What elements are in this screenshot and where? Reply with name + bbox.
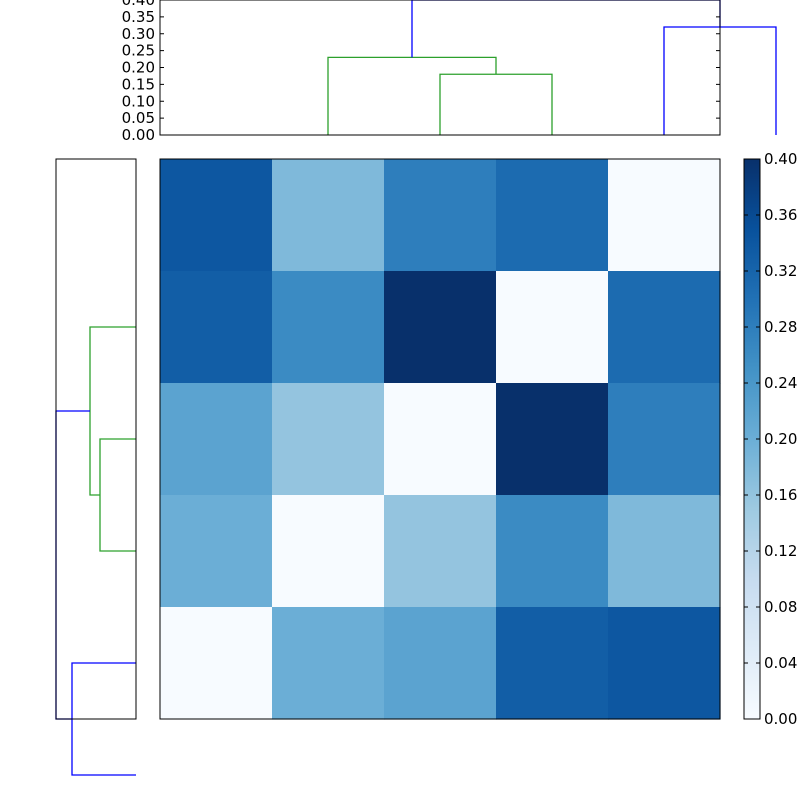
- left-dendrogram-links: [55, 326, 136, 776]
- heatmap-cell-r1-c2: [384, 271, 497, 384]
- top-dendrogram-link-1: [327, 56, 497, 135]
- heatmap: [159, 158, 721, 720]
- top-dendrogram-ytick-label: 0.40: [122, 0, 155, 9]
- heatmap-cell-r0-c4: [608, 159, 721, 272]
- heatmap-cell-r0-c0: [160, 159, 273, 272]
- top-dendrogram-ytick-label: 0.10: [122, 92, 155, 110]
- colorbar-tick-label: 0.16: [764, 486, 797, 504]
- top-dendrogram-ytick-label: 0.25: [122, 42, 155, 60]
- colorbar-ticks: 0.00 0.04 0.08 0.12 0.16 0.20 0.24 0.28 0.32 0.36…: [744, 150, 797, 728]
- heatmap-cell-r0-c3: [496, 159, 609, 272]
- colorbar-tick-label: 0.32: [764, 262, 797, 280]
- heatmap-cell-r3-c2: [384, 495, 497, 608]
- top-dendrogram-ytick-label: 0.15: [122, 75, 155, 93]
- colorbar-tick-label: 0.40: [764, 150, 797, 168]
- top-dendrogram-ytick-label: 0.30: [122, 25, 155, 43]
- top-dendrogram-ytick-label: 0.20: [122, 59, 155, 77]
- left-dendrogram: [55, 158, 137, 776]
- heatmap-cell-r2-c3: [496, 383, 609, 496]
- colorbar-tick-label: 0.12: [764, 542, 797, 560]
- top-dendrogram-ytick-label: 0.05: [122, 109, 155, 127]
- top-dendrogram-frame: [159, 0, 721, 136]
- top-dendrogram-links: [327, 0, 777, 135]
- heatmap-cell-r2-c2: [384, 383, 497, 496]
- heatmap-cell-r4-c3: [496, 607, 609, 720]
- top-dendrogram-ytick-label: 0.35: [122, 8, 155, 26]
- colorbar-gradient: [744, 159, 760, 719]
- heatmap-cell-r4-c1: [272, 607, 385, 720]
- left-dendrogram-link-1: [89, 326, 136, 496]
- colorbar-tick-label: 0.04: [764, 654, 797, 672]
- top-dendrogram-y-axis: 0.000.050.100.150.200.250.300.350.40: [122, 0, 720, 144]
- left-dendrogram-link-0: [99, 438, 136, 552]
- top-dendrogram-link-3: [411, 0, 721, 58]
- heatmap-cell-r0-c1: [272, 159, 385, 272]
- colorbar-tick-label: 0.28: [764, 318, 797, 336]
- heatmap-cell-r2-c4: [608, 383, 721, 496]
- heatmap-cell-r1-c4: [608, 271, 721, 384]
- heatmap-cell-r4-c2: [384, 607, 497, 720]
- top-dendrogram-ytick-label: 0.00: [122, 126, 155, 144]
- colorbar-tick-label: 0.36: [764, 206, 797, 224]
- colorbar-tick-label: 0.08: [764, 598, 797, 616]
- left-dendrogram-link-3: [55, 410, 90, 720]
- top-dendrogram-link-0: [439, 73, 553, 135]
- heatmap-cell-r1-c1: [272, 271, 385, 384]
- heatmap-cell-r3-c0: [160, 495, 273, 608]
- colorbar-tick-label: 0.20: [764, 430, 797, 448]
- left-dendrogram-frame: [55, 158, 137, 720]
- colorbar: 0.00 0.04 0.08 0.12 0.16 0.20 0.24 0.28 0.32 0.36…: [743, 150, 797, 728]
- heatmap-cell-r4-c0: [160, 607, 273, 720]
- heatmap-cell-r3-c3: [496, 495, 609, 608]
- heatmap-cell-r3-c4: [608, 495, 721, 608]
- heatmap-cell-r0-c2: [384, 159, 497, 272]
- top-dendrogram: 0.000.050.100.150.200.250.300.350.40: [122, 0, 777, 144]
- heatmap-cell-r1-c3: [496, 271, 609, 384]
- heatmap-cell-r2-c0: [160, 383, 273, 496]
- heatmap-cell-r2-c1: [272, 383, 385, 496]
- heatmap-cells: [160, 159, 721, 720]
- colorbar-tick-label: 0.00: [764, 710, 797, 728]
- heatmap-frame: [159, 158, 721, 720]
- heatmap-cell-r3-c1: [272, 495, 385, 608]
- heatmap-cell-r4-c4: [608, 607, 721, 720]
- heatmap-cell-r1-c0: [160, 271, 273, 384]
- colorbar-tick-label: 0.24: [764, 374, 797, 392]
